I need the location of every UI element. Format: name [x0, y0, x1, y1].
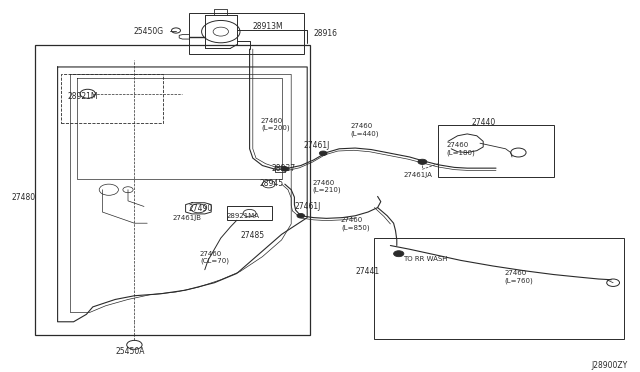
Text: 28937: 28937: [272, 164, 296, 173]
Bar: [438, 125, 554, 177]
Text: 27460
(CL=70): 27460 (CL=70): [200, 251, 229, 264]
Text: 25450A: 25450A: [115, 347, 145, 356]
Text: 28921M: 28921M: [67, 92, 98, 101]
Bar: [189, 13, 304, 54]
Text: 27461JA: 27461JA: [403, 172, 432, 178]
Text: 25450G: 25450G: [133, 27, 163, 36]
Text: TO RR WASH: TO RR WASH: [403, 256, 448, 262]
Text: 27485: 27485: [241, 231, 265, 240]
Circle shape: [418, 159, 427, 164]
Text: 28913M: 28913M: [253, 22, 284, 31]
Text: 27460
(L=760): 27460 (L=760): [504, 270, 532, 284]
Text: 28916: 28916: [314, 29, 338, 38]
Bar: [227, 206, 272, 220]
Text: 27490: 27490: [189, 204, 213, 213]
Bar: [35, 45, 310, 335]
Text: 27461JB: 27461JB: [173, 215, 202, 221]
Text: 27440: 27440: [471, 118, 495, 127]
Text: J28900ZY: J28900ZY: [591, 361, 627, 370]
Circle shape: [394, 251, 404, 257]
Bar: [61, 74, 163, 123]
Text: 28945: 28945: [259, 179, 284, 187]
Text: 27460
(L=440): 27460 (L=440): [351, 124, 379, 137]
Text: 27480: 27480: [12, 193, 36, 202]
Bar: [374, 238, 624, 339]
Text: 28921MA: 28921MA: [227, 213, 260, 219]
Text: 27461J: 27461J: [294, 202, 321, 211]
Text: 27461J: 27461J: [304, 141, 330, 150]
Text: 27441: 27441: [355, 267, 380, 276]
Text: 27460
(L=180): 27460 (L=180): [447, 142, 475, 155]
Circle shape: [319, 151, 327, 155]
Text: 27460
(L=850): 27460 (L=850): [341, 217, 369, 231]
Circle shape: [297, 214, 305, 218]
Text: 27460
(L=200): 27460 (L=200): [261, 118, 289, 131]
Circle shape: [281, 167, 289, 171]
Text: 27460
(L=210): 27460 (L=210): [312, 180, 340, 193]
